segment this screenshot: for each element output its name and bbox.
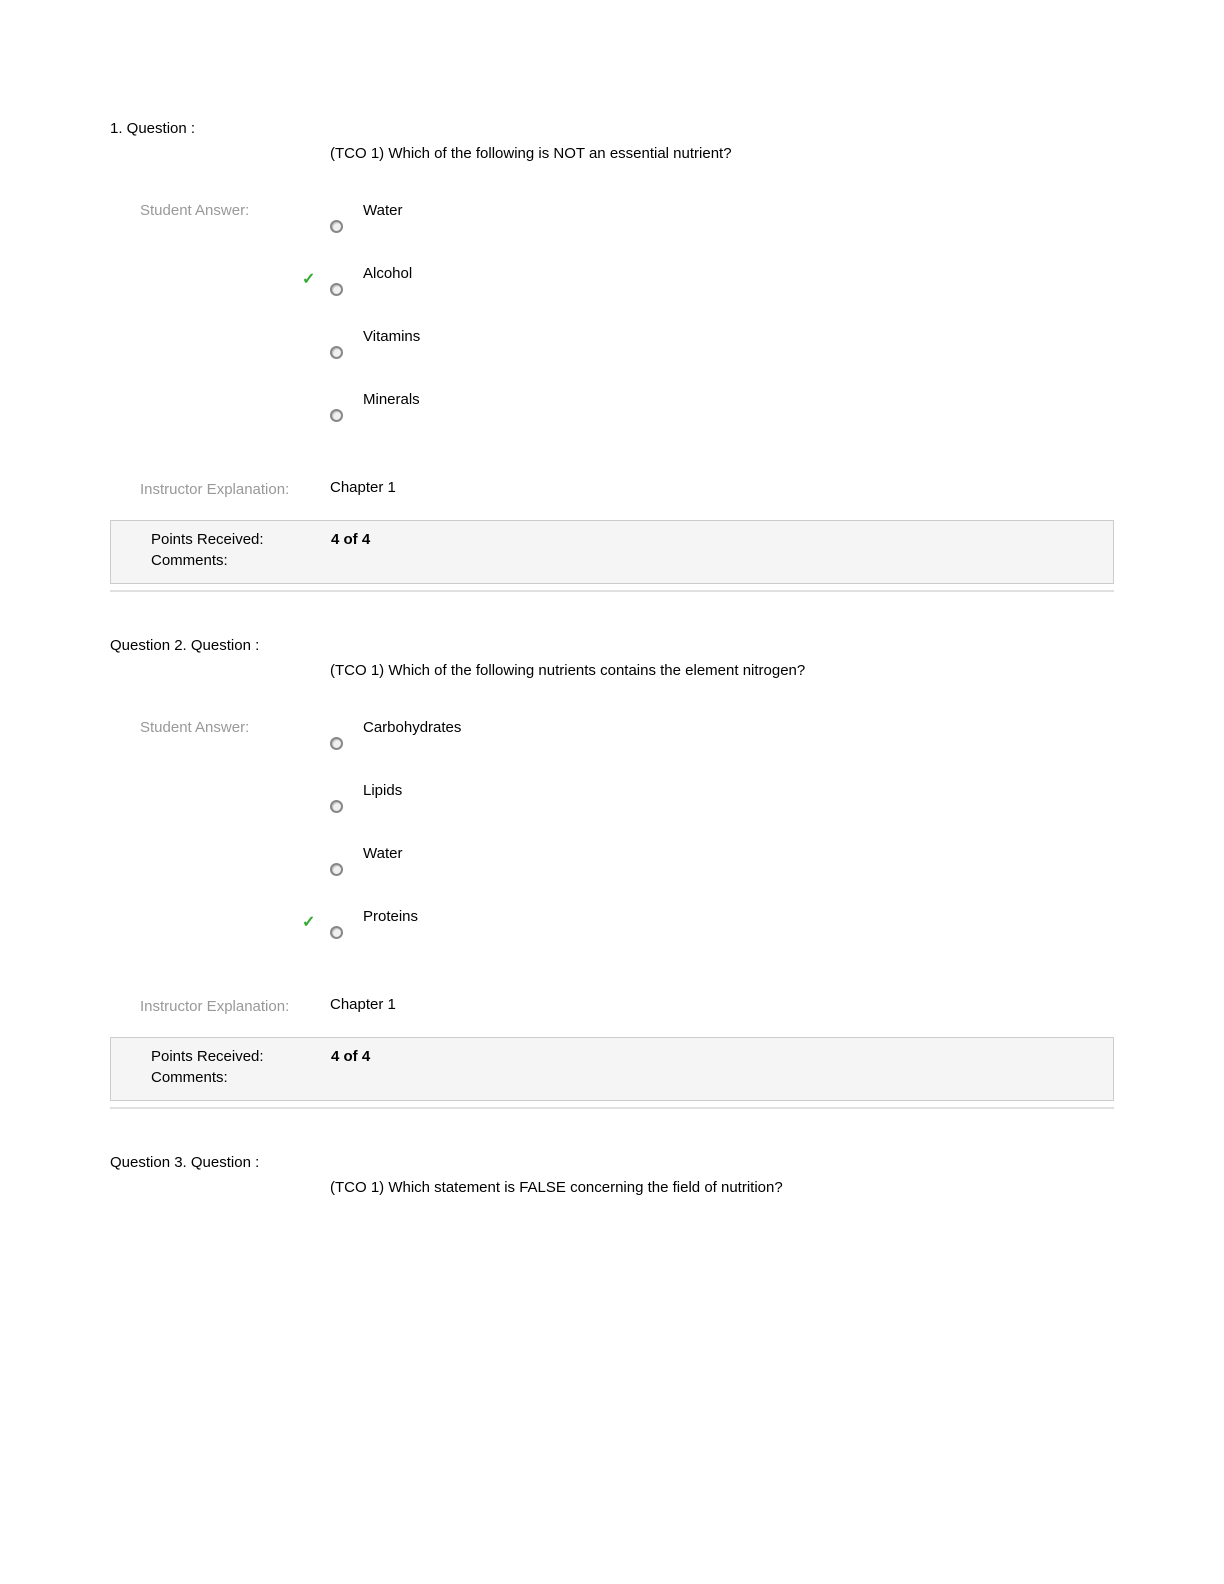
- student-answer-section: Student Answer: Carbohydrates Lipids Wat…: [110, 719, 1114, 971]
- comments-row: Comments:: [151, 552, 1103, 569]
- question-block-3: Question 3. Question : (TCO 1) Which sta…: [110, 1154, 1114, 1196]
- radio-icon[interactable]: [330, 220, 343, 233]
- comments-row: Comments:: [151, 1069, 1103, 1086]
- divider: [110, 590, 1114, 592]
- question-text: (TCO 1) Which of the following nutrients…: [330, 637, 1114, 679]
- instructor-section: Instructor Explanation: Chapter 1: [110, 479, 1114, 500]
- question-header: Question 3. Question : (TCO 1) Which sta…: [110, 1154, 1114, 1196]
- question-header: Question 2. Question : (TCO 1) Which of …: [110, 637, 1114, 679]
- radio-icon[interactable]: [330, 737, 343, 750]
- option-row: Water: [330, 845, 1114, 876]
- instructor-text: Chapter 1: [330, 996, 396, 1017]
- option-row: Carbohydrates: [330, 719, 1114, 750]
- question-block-2: Question 2. Question : (TCO 1) Which of …: [110, 637, 1114, 1109]
- option-text: Proteins: [363, 908, 418, 925]
- question-block-1: 1. Question : (TCO 1) Which of the follo…: [110, 120, 1114, 592]
- points-label: Points Received:: [151, 531, 331, 548]
- divider: [110, 1107, 1114, 1109]
- option-text: Alcohol: [363, 265, 412, 282]
- instructor-text: Chapter 1: [330, 479, 396, 500]
- radio-icon[interactable]: [330, 409, 343, 422]
- question-header: 1. Question : (TCO 1) Which of the follo…: [110, 120, 1114, 162]
- question-number: Question 3. Question :: [110, 1154, 330, 1171]
- radio-icon[interactable]: [330, 800, 343, 813]
- answer-options: Water ✓ Alcohol Vitamins Minerals: [330, 202, 1114, 454]
- points-label: Points Received:: [151, 1048, 331, 1065]
- points-box: Points Received: 4 of 4 Comments:: [110, 520, 1114, 584]
- instructor-section: Instructor Explanation: Chapter 1: [110, 996, 1114, 1017]
- option-text: Vitamins: [363, 328, 420, 345]
- option-row: Vitamins: [330, 328, 1114, 359]
- option-row: Lipids: [330, 782, 1114, 813]
- option-row: Water: [330, 202, 1114, 233]
- option-text: Carbohydrates: [363, 719, 461, 736]
- question-text: (TCO 1) Which of the following is NOT an…: [330, 120, 1114, 162]
- option-text: Water: [363, 845, 402, 862]
- checkmark-icon: ✓: [302, 912, 315, 932]
- student-answer-section: Student Answer: Water ✓ Alcohol Vitamins…: [110, 202, 1114, 454]
- instructor-label: Instructor Explanation:: [140, 996, 330, 1017]
- radio-icon[interactable]: [330, 283, 343, 296]
- instructor-label: Instructor Explanation:: [140, 479, 330, 500]
- option-text: Lipids: [363, 782, 402, 799]
- option-text: Water: [363, 202, 402, 219]
- answer-options: Carbohydrates Lipids Water ✓ Proteins: [330, 719, 1114, 971]
- radio-icon[interactable]: [330, 863, 343, 876]
- points-row: Points Received: 4 of 4: [151, 1048, 1103, 1065]
- points-value: 4 of 4: [331, 1048, 370, 1065]
- option-row: ✓ Proteins: [330, 908, 1114, 939]
- student-answer-label: Student Answer:: [140, 719, 330, 971]
- question-text: (TCO 1) Which statement is FALSE concern…: [330, 1154, 1114, 1196]
- points-row: Points Received: 4 of 4: [151, 531, 1103, 548]
- question-number: 1. Question :: [110, 120, 330, 137]
- points-value: 4 of 4: [331, 531, 370, 548]
- comments-label: Comments:: [151, 552, 331, 569]
- option-row: Minerals: [330, 391, 1114, 422]
- option-text: Minerals: [363, 391, 420, 408]
- radio-icon[interactable]: [330, 346, 343, 359]
- comments-label: Comments:: [151, 1069, 331, 1086]
- checkmark-icon: ✓: [302, 269, 315, 289]
- question-number: Question 2. Question :: [110, 637, 330, 654]
- option-row: ✓ Alcohol: [330, 265, 1114, 296]
- student-answer-label: Student Answer:: [140, 202, 330, 454]
- radio-icon[interactable]: [330, 926, 343, 939]
- points-box: Points Received: 4 of 4 Comments:: [110, 1037, 1114, 1101]
